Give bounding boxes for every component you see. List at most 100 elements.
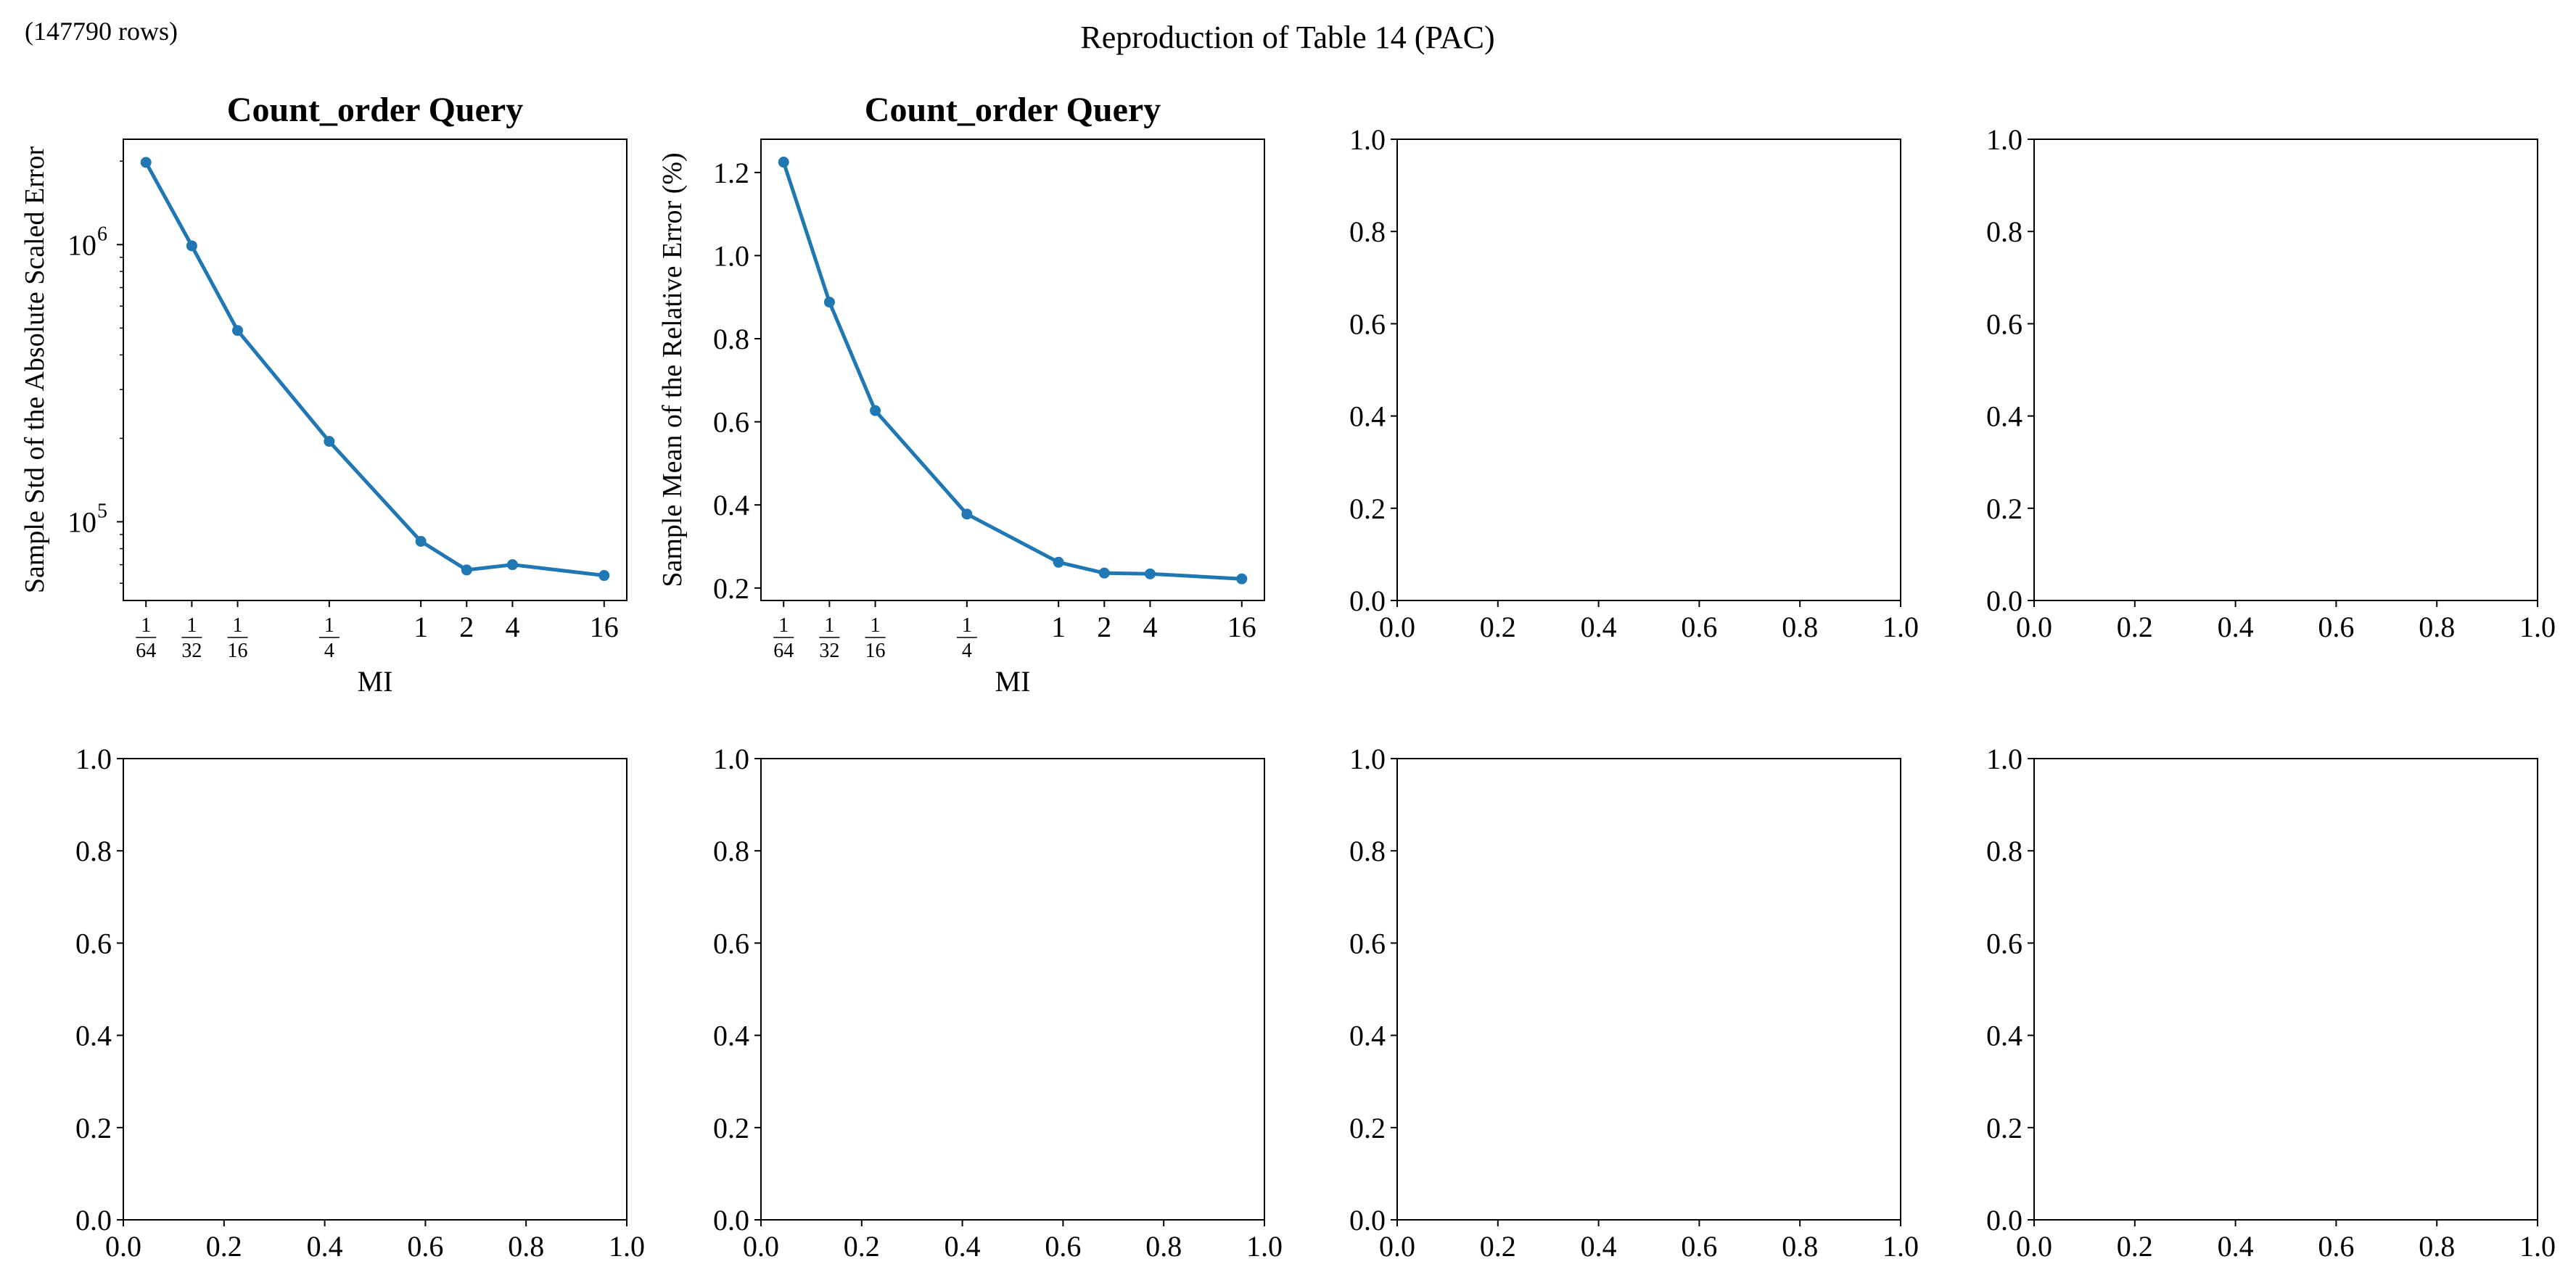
y-tick-label: 0.4 bbox=[1349, 400, 1386, 433]
y-tick-label: 1.0 bbox=[713, 239, 749, 272]
x-tick-label: 2 bbox=[1097, 611, 1111, 643]
x-tick-label: 0.6 bbox=[1681, 1230, 1717, 1263]
y-tick-label: 0.0 bbox=[713, 1204, 749, 1237]
y-tick-label: 1.2 bbox=[713, 157, 749, 189]
fraction-numerator: 1 bbox=[186, 614, 197, 637]
x-tick-label: 0.2 bbox=[2117, 611, 2153, 643]
y-tick-label: 0.2 bbox=[1986, 1112, 2022, 1144]
y-tick-label: 0.0 bbox=[1986, 1204, 2022, 1237]
y-tick-label: 1.0 bbox=[713, 743, 749, 775]
y-tick-label: 0.4 bbox=[1986, 400, 2022, 433]
x-tick-label: 0.2 bbox=[844, 1230, 880, 1263]
data-point bbox=[824, 297, 835, 307]
x-tick-label: 0.2 bbox=[206, 1230, 242, 1263]
fraction-numerator: 1 bbox=[962, 614, 972, 637]
x-tick-label: 0.8 bbox=[2419, 611, 2455, 643]
fraction-numerator: 1 bbox=[871, 614, 881, 637]
y-tick-label: 0.6 bbox=[1986, 307, 2022, 340]
fraction-numerator: 1 bbox=[324, 614, 334, 637]
y-tick-label: 0.8 bbox=[713, 323, 749, 355]
x-tick-label: 0.6 bbox=[407, 1230, 443, 1263]
y-tick-label: 0.6 bbox=[713, 927, 749, 959]
x-tick-label: 0.6 bbox=[2318, 611, 2354, 643]
y-tick-label: 1.0 bbox=[1986, 123, 2022, 156]
y-tick-label: 0.2 bbox=[713, 572, 749, 605]
x-tick-label: 0.6 bbox=[1045, 1230, 1081, 1263]
chart-title: Count_order Query bbox=[227, 91, 523, 129]
x-tick-label: 0.4 bbox=[945, 1230, 981, 1263]
fraction-denominator: 32 bbox=[819, 640, 839, 662]
y-tick-label: 0.2 bbox=[1986, 492, 2022, 525]
x-tick-label: 1.0 bbox=[1246, 1230, 1283, 1263]
x-tick-label: 0.4 bbox=[1581, 1230, 1617, 1263]
x-tick-label: 0.8 bbox=[2419, 1230, 2455, 1263]
x-tick-label: 1.0 bbox=[1882, 611, 1919, 643]
y-tick-label: 0.6 bbox=[1349, 307, 1386, 340]
fraction-denominator: 32 bbox=[181, 640, 202, 662]
y-tick-label: 1.0 bbox=[75, 743, 112, 775]
y-axis-label: Sample Mean of the Relative Error (%) bbox=[657, 152, 688, 587]
y-tick-label: 0.0 bbox=[1349, 585, 1386, 617]
data-point bbox=[141, 157, 152, 168]
x-tick-label: 0.6 bbox=[1681, 611, 1717, 643]
y-tick-label: 0.8 bbox=[1986, 835, 2022, 867]
y-tick-label: 0.4 bbox=[1349, 1020, 1386, 1052]
fraction-denominator: 4 bbox=[962, 640, 972, 662]
y-tick-exponent: 5 bbox=[97, 500, 107, 522]
x-tick-label: 1.0 bbox=[2519, 611, 2556, 643]
figure-suptitle: Reproduction of Table 14 (PAC) bbox=[1080, 20, 1494, 55]
y-tick-label: 0.4 bbox=[713, 1020, 749, 1052]
y-tick-label: 0.6 bbox=[75, 927, 112, 959]
y-tick-label: 0.8 bbox=[1349, 215, 1386, 248]
y-tick-label: 0.0 bbox=[75, 1204, 112, 1237]
x-tick-label: 0.2 bbox=[1480, 611, 1516, 643]
data-point bbox=[870, 405, 881, 416]
fraction-numerator: 1 bbox=[778, 614, 789, 637]
y-tick-label: 0.0 bbox=[1986, 585, 2022, 617]
y-tick-label: 0.2 bbox=[1349, 492, 1386, 525]
x-tick-label: 0.4 bbox=[2218, 611, 2254, 643]
x-axis-label: MI bbox=[358, 665, 393, 698]
chart-title: Count_order Query bbox=[865, 91, 1161, 129]
y-tick-label: 0.6 bbox=[713, 406, 749, 439]
data-point bbox=[1236, 574, 1247, 585]
fraction-denominator: 16 bbox=[865, 640, 886, 662]
x-tick-label: 1 bbox=[413, 611, 428, 643]
y-tick-label: 0.4 bbox=[713, 489, 749, 521]
data-point bbox=[1099, 568, 1110, 579]
y-tick-label: 0.2 bbox=[1349, 1112, 1386, 1144]
fraction-numerator: 1 bbox=[233, 614, 243, 637]
y-tick-label: 0.2 bbox=[713, 1112, 749, 1144]
y-tick-exponent: 6 bbox=[97, 223, 107, 245]
y-tick-base: 10 bbox=[67, 228, 96, 261]
x-tick-label: 0.2 bbox=[1480, 1230, 1516, 1263]
y-tick-label: 1.0 bbox=[1349, 743, 1386, 775]
y-tick-label: 0.6 bbox=[1349, 927, 1386, 959]
x-tick-label: 1.0 bbox=[1882, 1230, 1919, 1263]
data-point bbox=[186, 240, 197, 251]
x-tick-label: 0.6 bbox=[2318, 1230, 2354, 1263]
x-tick-label: 0.8 bbox=[1782, 611, 1818, 643]
y-tick-label: 1.0 bbox=[1986, 743, 2022, 775]
y-tick-label: 1.0 bbox=[1349, 123, 1386, 156]
x-tick-label: 0.8 bbox=[508, 1230, 544, 1263]
data-point bbox=[507, 559, 518, 570]
data-point bbox=[461, 564, 472, 575]
row-count-note: (147790 rows) bbox=[25, 17, 178, 46]
fraction-numerator: 1 bbox=[141, 614, 151, 637]
x-tick-label: 16 bbox=[1227, 611, 1256, 643]
data-point bbox=[416, 536, 427, 547]
y-tick-base: 10 bbox=[67, 505, 96, 538]
y-tick-label: 0.4 bbox=[75, 1020, 112, 1052]
y-tick-label: 0.8 bbox=[713, 835, 749, 867]
data-point bbox=[232, 325, 243, 336]
x-tick-label: 1 bbox=[1051, 611, 1066, 643]
x-tick-label: 4 bbox=[505, 611, 519, 643]
data-point bbox=[778, 157, 789, 168]
x-tick-label: 0.2 bbox=[2117, 1230, 2153, 1263]
x-tick-label: 1.0 bbox=[2519, 1230, 2556, 1263]
y-tick-label: 0.0 bbox=[1349, 1204, 1386, 1237]
x-tick-label: 0.4 bbox=[307, 1230, 343, 1263]
y-tick-label: 0.8 bbox=[1349, 835, 1386, 867]
